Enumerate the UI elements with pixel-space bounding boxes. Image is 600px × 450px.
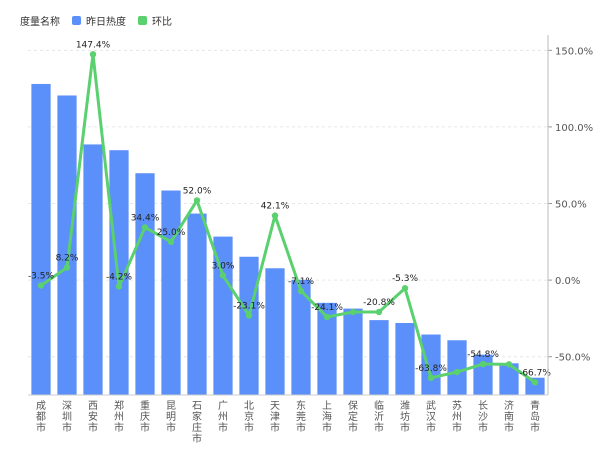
- x-tick-label: 深圳市: [62, 400, 72, 434]
- data-label: 3.0%: [212, 262, 235, 272]
- data-label: 25.0%: [157, 228, 186, 238]
- data-label: -24.1%: [311, 303, 343, 313]
- legend-label-bar: 昨日热度: [86, 16, 126, 28]
- line-point[interactable]: [193, 197, 201, 204]
- data-label: -3.5%: [28, 271, 55, 281]
- data-label: -66.7%: [519, 368, 551, 378]
- bar[interactable]: [473, 354, 493, 395]
- line-point[interactable]: [115, 283, 123, 290]
- y2-tick-label: 150.0%: [555, 46, 593, 57]
- x-tick-label: 青岛市: [530, 399, 540, 434]
- line-point[interactable]: [427, 374, 435, 382]
- legend-swatch-line: [138, 15, 147, 25]
- x-tick-label: 武汉市: [426, 399, 436, 434]
- line-point[interactable]: [531, 379, 539, 386]
- legend: 度量名称 昨日热度 环比: [20, 12, 184, 28]
- data-label: 52.0%: [183, 186, 212, 196]
- x-tick-label: 石家庄市: [192, 401, 202, 445]
- x-tick-label: 东莞市: [296, 399, 306, 434]
- bar[interactable]: [395, 323, 415, 395]
- legend-item-line[interactable]: 环比: [138, 13, 172, 28]
- line-point[interactable]: [323, 313, 331, 321]
- line-layer: [37, 51, 539, 386]
- x-tick-label: 长沙市: [478, 400, 488, 434]
- data-label: -20.8%: [363, 298, 395, 308]
- x-tick-label: 苏州市: [452, 399, 462, 434]
- bar[interactable]: [187, 213, 207, 395]
- x-tick-label: 西安市: [88, 401, 98, 434]
- line-point[interactable]: [375, 308, 383, 316]
- bar[interactable]: [421, 334, 441, 395]
- line-point[interactable]: [89, 51, 97, 58]
- line-point[interactable]: [297, 287, 305, 295]
- x-tick-label: 昆明市: [166, 400, 176, 434]
- line-series: [40, 52, 536, 384]
- legend-title: 度量名称: [20, 16, 60, 28]
- line-point[interactable]: [453, 368, 461, 376]
- line-point[interactable]: [245, 312, 253, 319]
- line-point[interactable]: [401, 285, 409, 292]
- x-tick-label: 郑州市: [114, 399, 124, 434]
- bar[interactable]: [161, 190, 181, 395]
- y2-tick-label: -50.0%: [555, 353, 590, 364]
- bar[interactable]: [31, 83, 51, 396]
- data-label: -7.1%: [288, 277, 315, 287]
- bar[interactable]: [291, 279, 311, 395]
- line-point[interactable]: [63, 264, 71, 271]
- x-tick-label: 济南市: [504, 399, 514, 434]
- data-label: 42.1%: [261, 202, 290, 212]
- x-tick-label: 上海市: [322, 400, 332, 434]
- bar[interactable]: [109, 150, 129, 395]
- bar[interactable]: [135, 173, 155, 395]
- legend-item-bar[interactable]: 昨日热度: [72, 13, 126, 28]
- x-tick-label: 北京市: [244, 400, 254, 434]
- line-point[interactable]: [479, 360, 487, 368]
- line-point[interactable]: [219, 272, 227, 279]
- line-point[interactable]: [167, 238, 175, 246]
- line-point[interactable]: [271, 212, 279, 219]
- line-point[interactable]: [37, 282, 45, 289]
- bar[interactable]: [265, 268, 285, 395]
- x-tick-label: 潍坊市: [400, 400, 410, 434]
- bar[interactable]: [525, 377, 545, 395]
- axis-layer: 150.0% 100.0% 50.0% 0.0% -50.0% 成都市 深圳市 西安市 郑州市 重…: [28, 35, 593, 445]
- line-point[interactable]: [141, 224, 149, 231]
- bar[interactable]: [343, 308, 363, 395]
- data-label: 34.4%: [131, 213, 160, 223]
- legend-swatch-bar: [72, 15, 81, 25]
- bar[interactable]: [369, 320, 389, 395]
- bar[interactable]: [239, 256, 259, 395]
- data-label: -63.8%: [415, 364, 447, 374]
- legend-label-line: 环比: [152, 16, 172, 28]
- bar[interactable]: [213, 236, 233, 395]
- x-tick-label: 广州市: [218, 400, 228, 434]
- data-label: -5.3%: [392, 274, 419, 284]
- line-point[interactable]: [349, 308, 357, 316]
- bar[interactable]: [499, 363, 519, 395]
- label-layer: -3.5%8.2% 147.4% -4.2% 34.4% 25.0% 52.0% 3.0% -…: [28, 40, 551, 378]
- bar[interactable]: [83, 144, 103, 395]
- bar-layer: [31, 83, 545, 396]
- bar[interactable]: [447, 340, 467, 395]
- x-tick-label: 成都市: [36, 400, 46, 434]
- y2-tick-label: 100.0%: [555, 123, 593, 134]
- data-label: 8.2%: [56, 254, 79, 264]
- data-label: -54.8%: [467, 350, 499, 360]
- x-tick-label: 天津市: [270, 401, 280, 434]
- data-label: -4.2%: [106, 273, 133, 283]
- x-tick-label: 临沂市: [374, 399, 384, 434]
- data-label: -23.1%: [233, 301, 265, 311]
- y2-tick-label: 50.0%: [555, 200, 587, 211]
- line-point[interactable]: [505, 361, 513, 368]
- y2-tick-label: 0.0%: [555, 276, 580, 287]
- data-label: 147.4%: [76, 40, 111, 50]
- bar[interactable]: [317, 302, 337, 395]
- bar[interactable]: [57, 95, 77, 395]
- x-tick-label: 重庆市: [140, 399, 150, 434]
- x-tick-label: 保定市: [348, 399, 358, 434]
